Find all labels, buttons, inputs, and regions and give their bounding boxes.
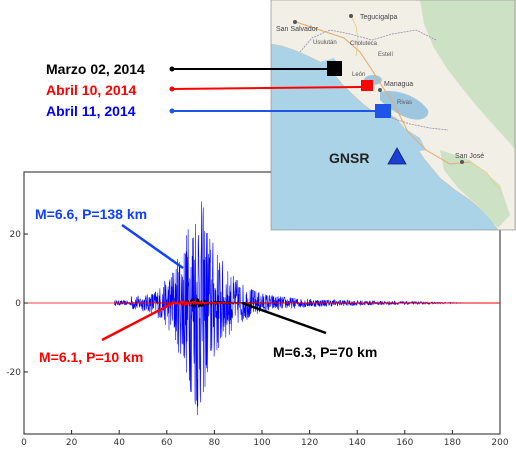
map-inset: Tegucigalpa San Salvador Usulután Cholut…	[270, 0, 516, 231]
y-tick-label: -20	[6, 368, 21, 378]
legend: Marzo 02, 2014 Abril 10, 2014 Abril 11, …	[46, 61, 375, 119]
map-road	[295, 21, 471, 165]
legend-item-marzo: Marzo 02, 2014	[46, 61, 145, 77]
legend-leader-abril-10	[171, 86, 362, 90]
map-city-marker	[349, 14, 353, 18]
annotation-red-leader	[101, 300, 176, 342]
map-frame	[270, 0, 516, 231]
map-label-san-jose: San José	[455, 153, 484, 160]
map-city-marker	[460, 160, 464, 164]
x-axis: 0 20 40 60 80 100 120 140 160 180 200	[21, 430, 509, 448]
annotation-blue-leader	[121, 223, 184, 270]
annotation-blue: M=6.6, P=138 km	[35, 206, 147, 222]
map-forest	[420, 0, 516, 150]
x-tick-label: 0	[21, 438, 27, 448]
map-label-tegucigalpa: Tegucigalpa	[360, 14, 397, 21]
legend-item-abril-11: Abril 11, 2014	[46, 103, 136, 119]
legend-leader-abril-10-dot	[169, 86, 175, 92]
annotation-black-leader	[241, 301, 327, 335]
map-label-rivas: Rivas	[397, 100, 412, 106]
map-road	[469, 161, 501, 191]
x-tick-label: 160	[396, 438, 413, 448]
map-label-leon: León	[352, 72, 365, 78]
y-axis: -20 0 20	[6, 230, 28, 378]
trace-abril-11	[114, 201, 500, 416]
epicenter-marker-black	[327, 61, 342, 76]
x-tick-label: 180	[444, 438, 461, 448]
x-tick-label: 200	[491, 438, 508, 448]
x-tick-label: 40	[113, 438, 125, 448]
x-tick-label: 60	[161, 438, 173, 448]
map-label-choluteca: Choluteca	[350, 41, 378, 47]
station-label: GNSR	[329, 150, 369, 166]
legend-leader-marzo-dot	[169, 66, 175, 72]
legend-item-abril-10: Abril 10, 2014	[46, 82, 136, 98]
map-label-usulutan: Usulután	[313, 40, 337, 46]
map-border	[299, 29, 437, 53]
map-forest	[440, 150, 510, 228]
x-tick-label: 20	[66, 438, 78, 448]
map-border	[371, 110, 449, 131]
map-road	[349, 13, 359, 57]
x-tick-label: 80	[209, 438, 221, 448]
y-tick-label: 0	[15, 299, 21, 309]
map-label-managua: Managua	[384, 81, 413, 88]
map-city-marker	[378, 88, 382, 92]
map-lake-nicaragua	[380, 90, 429, 120]
map-label-esteli: Estelí	[378, 52, 393, 58]
epicenter-marker-red	[361, 80, 373, 91]
x-tick-label: 140	[349, 438, 366, 448]
map-city-marker	[293, 20, 297, 24]
station-triangle-icon	[387, 147, 407, 165]
legend-leader-abril-11-dot	[169, 108, 175, 114]
y-tick-label: 20	[10, 230, 22, 240]
epicenter-marker-blue	[375, 104, 391, 118]
x-tick-label: 100	[253, 438, 270, 448]
annotation-red: M=6.1, P=10 km	[39, 349, 143, 365]
map-label-san-salvador: San Salvador	[276, 26, 319, 33]
x-tick-label: 120	[301, 438, 318, 448]
annotations: M=6.6, P=138 km M=6.1, P=10 km M=6.3, P=…	[35, 206, 377, 365]
annotation-black: M=6.3, P=70 km	[273, 344, 377, 360]
